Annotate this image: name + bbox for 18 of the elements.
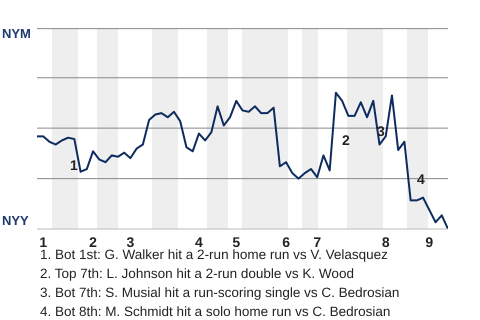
annotation: 1 bbox=[70, 157, 78, 173]
x-tick-label: 2 bbox=[89, 234, 98, 250]
annotation: 4 bbox=[417, 171, 425, 187]
text: NYY bbox=[2, 213, 29, 228]
text: 2. Top 7th: L. Johnson hit a 2-run double vs K. Wood bbox=[40, 265, 355, 283]
x-tick-label: 4 bbox=[195, 234, 204, 250]
text: 3. Bot 7th: S. Musial hit a run-scoring single vs C. Bedrosian bbox=[40, 284, 400, 302]
text: 4. Bot 8th: M. Schmidt hit a solo home run vs C. Bedrosian bbox=[40, 303, 392, 320]
x-tick-label: 7 bbox=[313, 234, 322, 250]
text: 1. Bot 1st: G. Walker hit a 2-run home run vs V. Velasquez bbox=[40, 247, 388, 264]
x-tick-label: 3 bbox=[126, 234, 135, 250]
annotation: 2 bbox=[342, 132, 350, 148]
x-tick-label: 9 bbox=[425, 234, 434, 250]
x-tick-label: 1 bbox=[39, 234, 48, 250]
x-tick-label: 8 bbox=[382, 234, 390, 250]
x-tick-label: 6 bbox=[282, 234, 290, 250]
x-tick-label: 5 bbox=[232, 234, 240, 250]
text: NYM bbox=[2, 26, 31, 41]
